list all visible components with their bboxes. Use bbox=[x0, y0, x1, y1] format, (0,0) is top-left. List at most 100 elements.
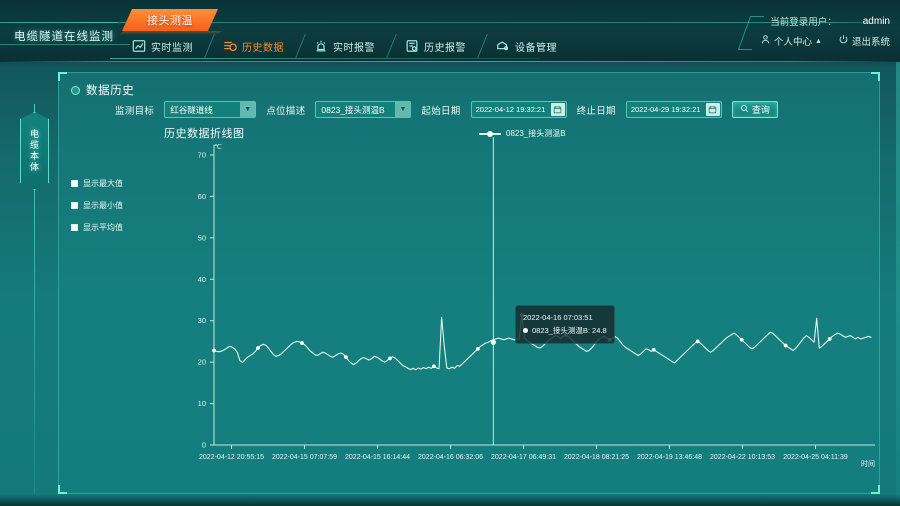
current-username: admin bbox=[862, 15, 890, 27]
user-actions-row: 个人中心 ▲ 退出系统 bbox=[760, 34, 890, 48]
personal-center-label: 个人中心 bbox=[774, 37, 813, 48]
calendar-icon[interactable] bbox=[550, 103, 565, 116]
svg-text:50: 50 bbox=[198, 233, 206, 242]
header-divider-line bbox=[0, 22, 900, 23]
chevron-up-icon: ▲ bbox=[815, 37, 822, 45]
search-icon bbox=[740, 104, 749, 115]
svg-text:20: 20 bbox=[198, 358, 206, 367]
nav-label: 历史报警 bbox=[424, 42, 466, 54]
svg-text:2022-04-25 04:11:39: 2022-04-25 04:11:39 bbox=[783, 454, 848, 461]
checkbox-show-min[interactable]: 显示最小值 bbox=[71, 200, 123, 211]
sidebar-rail bbox=[34, 104, 35, 494]
nav-item-realtime-monitor[interactable]: 实时监测 bbox=[118, 33, 215, 59]
nav-item-history-data[interactable]: 历史数据 bbox=[209, 33, 306, 59]
logout-label: 退出系统 bbox=[851, 37, 890, 48]
app-title: 电缆隧道在线监测 bbox=[14, 31, 114, 43]
x-axis-title: 时间 bbox=[861, 461, 875, 468]
chart-title: 历史数据折线图 bbox=[164, 128, 245, 140]
query-button-label: 查询 bbox=[751, 105, 770, 115]
nav-label: 设备管理 bbox=[515, 42, 557, 54]
svg-text:2022-04-17 06:49:31: 2022-04-17 06:49:31 bbox=[491, 454, 556, 461]
legend-marker bbox=[479, 129, 501, 138]
checkbox-label: 显示最小值 bbox=[83, 201, 123, 210]
device-icon bbox=[496, 39, 510, 53]
nav-underline bbox=[110, 58, 540, 59]
checkbox-show-max[interactable]: 显示最大值 bbox=[71, 178, 123, 189]
data-history-panel: 数据历史 监测目标 红谷隧道线 ▼ 点位描述 0823_接头测温B ▼ 起始日期… bbox=[58, 72, 880, 494]
user-icon bbox=[760, 34, 771, 48]
sidebar-item-cable-body[interactable]: 电缆本体 bbox=[20, 112, 49, 190]
svg-text:2022-04-15 16:14:44: 2022-04-15 16:14:44 bbox=[345, 454, 410, 461]
sidebar-item-label: 电缆本体 bbox=[29, 129, 39, 173]
checkbox-box[interactable] bbox=[71, 224, 78, 231]
left-sidebar: 电缆本体 bbox=[18, 104, 52, 494]
banner-tab-shadow bbox=[118, 31, 222, 35]
legend-label: 0823_接头测温B bbox=[506, 129, 566, 138]
current-user-label: 当前登录用户： bbox=[770, 17, 837, 28]
panel-corner-bottom-left bbox=[58, 485, 67, 494]
svg-text:30: 30 bbox=[198, 316, 206, 325]
panel-corner-top-right bbox=[871, 72, 880, 81]
checkbox-label: 显示最大值 bbox=[83, 179, 123, 188]
nav-label: 实时报警 bbox=[333, 42, 375, 54]
current-user-row: 当前登录用户： admin bbox=[770, 14, 890, 29]
panel-title-text: 数据历史 bbox=[86, 85, 135, 97]
nav-item-realtime-alarm[interactable]: 实时报警 bbox=[300, 33, 397, 59]
title-deco-line-top bbox=[0, 22, 118, 23]
monitor-target-select[interactable]: 红谷隧道线 ▼ bbox=[164, 101, 257, 118]
filter-bar: 监测目标 红谷隧道线 ▼ 点位描述 0823_接头测温B ▼ 起始日期 2022… bbox=[115, 101, 778, 118]
chart-line-icon bbox=[132, 39, 146, 53]
nav-item-device-management[interactable]: 设备管理 bbox=[482, 33, 573, 59]
chevron-down-icon: ▼ bbox=[240, 102, 256, 117]
point-description-label: 点位描述 bbox=[266, 105, 306, 117]
point-description-value: 0823_接头测温B bbox=[321, 104, 385, 115]
start-date-value: 2022-04-12 19:32:21 bbox=[475, 105, 546, 114]
panel-corner-top-left bbox=[58, 72, 67, 81]
calendar-icon[interactable] bbox=[705, 103, 720, 116]
bottom-strip bbox=[0, 494, 900, 506]
svg-text:2022-04-18 08:21:25: 2022-04-18 08:21:25 bbox=[564, 454, 629, 461]
right-edge-glow bbox=[896, 62, 900, 506]
start-date-label: 起始日期 bbox=[421, 105, 461, 117]
svg-text:60: 60 bbox=[198, 192, 206, 201]
line-chart-plot[interactable]: 0 10 20 30 40 50 60 70 2022-04-12 20:55:15 2022-0… bbox=[59, 125, 881, 493]
panel-corner-bottom-right bbox=[871, 485, 880, 494]
chart-options-checkbox-group: 显示最大值 显示最小值 显示平均值 bbox=[71, 178, 123, 233]
svg-text:2022-04-15 07:07:59: 2022-04-15 07:07:59 bbox=[272, 454, 337, 461]
query-button[interactable]: 查询 bbox=[731, 101, 778, 118]
end-date-input[interactable]: 2022-04-29 19:32:21 bbox=[625, 101, 722, 118]
document-alarm-icon bbox=[405, 39, 419, 53]
chart-legend[interactable]: 0823_接头测温B bbox=[479, 128, 566, 139]
nav-label: 历史数据 bbox=[242, 42, 284, 54]
main-navigation: 实时监测 历史数据 实时报警 历史报警 bbox=[118, 33, 573, 59]
end-date-label: 终止日期 bbox=[576, 105, 616, 117]
alarm-light-icon bbox=[314, 39, 328, 53]
nav-label: 实时监测 bbox=[151, 42, 193, 54]
checkbox-box[interactable] bbox=[71, 180, 78, 187]
chart-svg: 0 10 20 30 40 50 60 70 2022-04-12 20:55:15 2022-0… bbox=[198, 137, 875, 461]
app-header: 电缆隧道在线监测 接头测温 实时监测 历史数据 bbox=[0, 0, 900, 62]
chevron-down-icon: ▼ bbox=[395, 102, 411, 117]
svg-text:0: 0 bbox=[202, 441, 206, 450]
svg-text:2022-04-16 06:32:06: 2022-04-16 06:32:06 bbox=[418, 454, 483, 461]
chart-container: 历史数据折线图 ℃ 0823_接头测温B 显示最大值 显示最小值 显示平均值 bbox=[59, 125, 881, 493]
checkbox-label: 显示平均值 bbox=[83, 223, 123, 232]
banner-tab-joint-temperature[interactable]: 接头测温 bbox=[122, 9, 218, 31]
panel-title-dot-icon bbox=[71, 85, 80, 95]
title-deco-line-bottom bbox=[0, 44, 130, 45]
checkbox-box[interactable] bbox=[71, 202, 78, 209]
svg-text:2022-04-12 20:55:15: 2022-04-12 20:55:15 bbox=[199, 454, 264, 461]
power-icon bbox=[838, 34, 849, 48]
monitor-target-value: 红谷隧道线 bbox=[170, 104, 213, 115]
monitor-target-label: 监测目标 bbox=[115, 105, 155, 117]
start-date-input[interactable]: 2022-04-12 19:32:21 bbox=[470, 101, 567, 118]
checkbox-show-avg[interactable]: 显示平均值 bbox=[71, 222, 123, 233]
list-clock-icon bbox=[223, 39, 237, 53]
chart-y-unit: ℃ bbox=[214, 144, 222, 151]
nav-item-history-alarm[interactable]: 历史报警 bbox=[391, 33, 488, 59]
logout-button[interactable]: 退出系统 bbox=[838, 34, 890, 48]
point-description-select[interactable]: 0823_接头测温B ▼ bbox=[315, 101, 412, 118]
svg-text:70: 70 bbox=[198, 151, 206, 160]
personal-center-button[interactable]: 个人中心 ▲ bbox=[760, 34, 822, 48]
